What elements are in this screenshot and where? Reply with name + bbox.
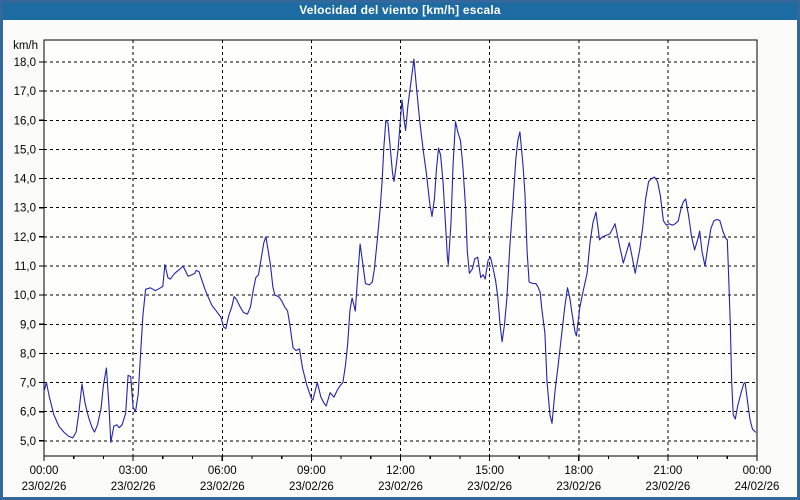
y-tick-label: 9,0 — [20, 319, 36, 331]
x-tick-date-label: 23/02/26 — [645, 481, 690, 493]
x-tick-date-label: 23/02/26 — [289, 481, 334, 493]
x-tick-time-label: 09:00 — [297, 465, 326, 477]
y-tick-label: 11,0 — [14, 261, 36, 273]
plot-area — [44, 40, 757, 456]
y-tick-label: 13,0 — [14, 203, 36, 215]
x-tick-time-label: 15:00 — [475, 465, 504, 477]
x-tick-date-label: 23/02/26 — [200, 481, 245, 493]
chart-title: Velocidad del viento [km/h] escala — [299, 3, 501, 17]
x-tick-time-label: 03:00 — [119, 465, 148, 477]
y-tick-label: 8,0 — [20, 348, 36, 360]
title-bar: Velocidad del viento [km/h] escala — [0, 0, 800, 20]
y-tick-label: 12,0 — [14, 232, 36, 244]
x-tick-date-label: 23/02/26 — [22, 481, 67, 493]
y-tick-label: 7,0 — [20, 378, 36, 390]
x-tick-time-label: 18:00 — [564, 465, 593, 477]
x-tick-date-label: 24/02/26 — [735, 481, 780, 493]
y-tick-label: 17,0 — [14, 86, 36, 98]
x-tick-date-label: 23/02/26 — [111, 481, 156, 493]
wind-speed-series-line — [43, 58, 757, 443]
x-tick-time-label: 06:00 — [208, 465, 237, 477]
x-tick-date-label: 23/02/26 — [378, 481, 423, 493]
x-tick-date-label: 23/02/26 — [467, 481, 512, 493]
x-tick-time-label: 00:00 — [30, 465, 59, 477]
y-tick-label: 14,0 — [14, 174, 36, 186]
x-tick-time-label: 00:00 — [743, 465, 772, 477]
y-tick-label: 10,0 — [14, 290, 36, 302]
y-tick-label: 18,0 — [14, 57, 36, 69]
axes — [39, 39, 758, 461]
axis-labels: km/h 18,0 17,0 16,0 15,0 14,0 13,0 12,0 11,0 10,0… — [13, 40, 779, 493]
x-tick-time-label: 21:00 — [653, 465, 682, 477]
y-tick-label: 16,0 — [14, 115, 36, 127]
y-tick-label: 15,0 — [14, 144, 36, 156]
x-tick-date-label: 23/02/26 — [556, 481, 601, 493]
x-tick-time-label: 12:00 — [386, 465, 415, 477]
y-axis-unit-label: km/h — [13, 40, 38, 52]
y-tick-label: 6,0 — [20, 407, 36, 419]
y-tick-label: 5,0 — [20, 436, 36, 448]
